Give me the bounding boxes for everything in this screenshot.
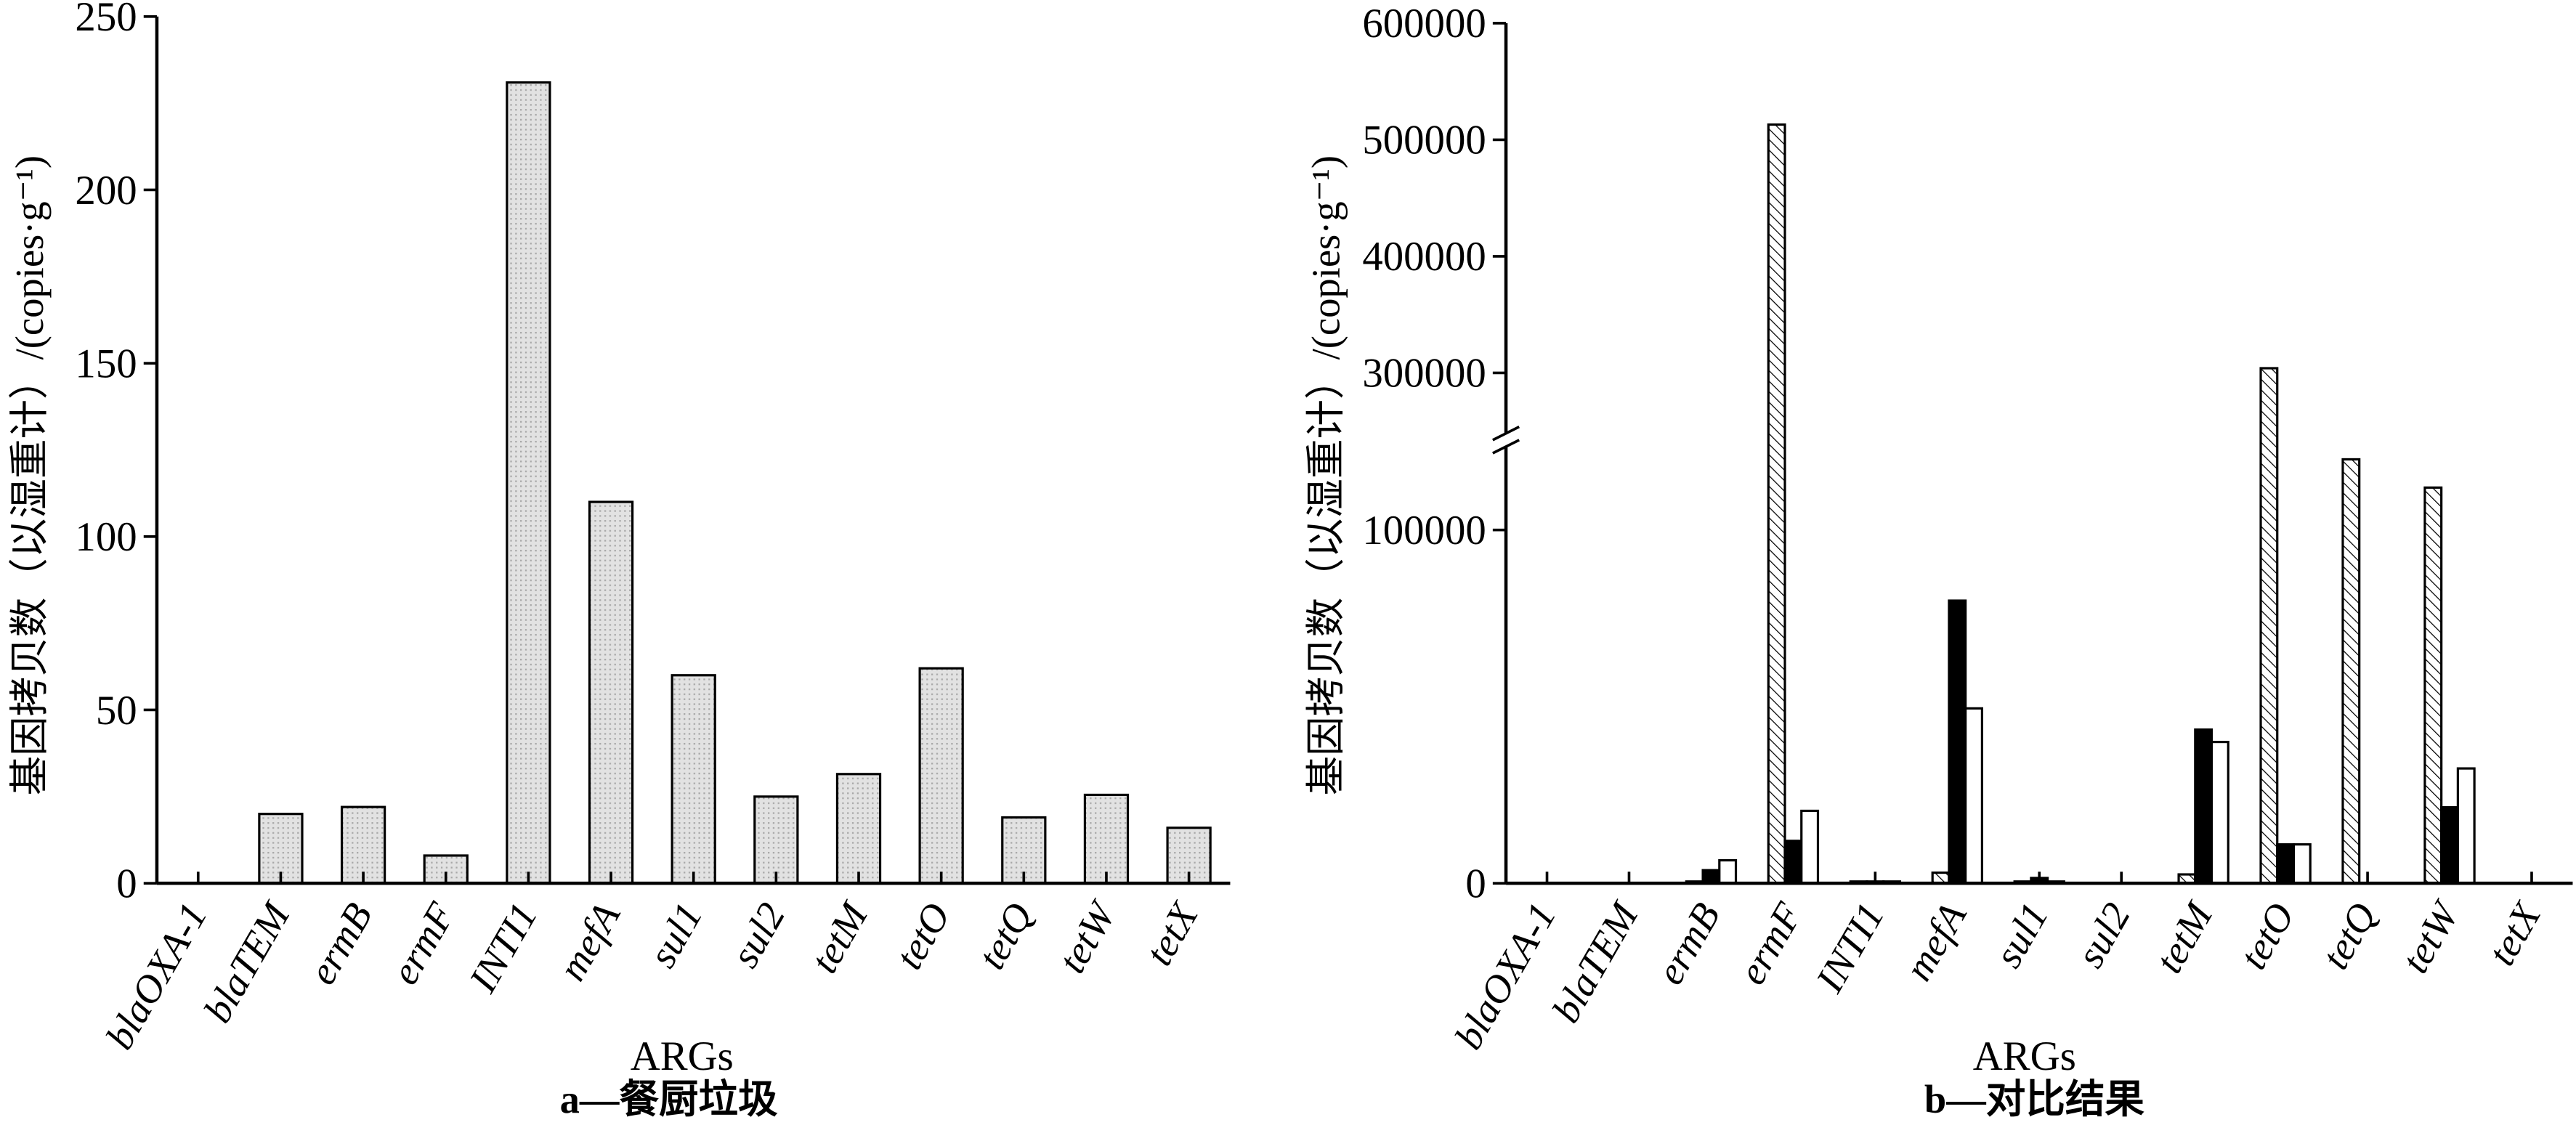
panel-caption: b—对比结果 [1924,1077,2145,1121]
x-tick-label: tetO [886,895,959,977]
x-tick-label: tetW [1049,893,1125,980]
bar-mefA [588,500,634,885]
y-tick-label: 0 [116,861,137,906]
panel-caption: a—餐厨垃圾 [560,1077,778,1121]
bar-ermF-series-3 [1800,809,1820,885]
x-tick-label: INTI1 [1807,895,1892,1000]
y-tick-label: 150 [75,341,137,386]
bar-tetO [918,667,964,885]
bar-mefA-series-2 [1948,599,1967,885]
x-tick-label: sul2 [722,895,793,975]
x-axis-title: ARGs [1973,1033,2076,1079]
bar-tetM-series-2 [2194,728,2214,885]
bar-INTI1 [506,81,551,885]
axis-break-gap [1499,433,1513,447]
chart-a-food-waste: 基因拷贝数（以湿重计）/(copies·g⁻¹) ARGs a—餐厨垃圾 0 50… [7,0,1231,1121]
x-tick-label: mefA [549,895,628,988]
y-tick-label: 50 [96,688,137,734]
bar-tetM [835,773,882,885]
x-tick-label: ermB [1648,895,1729,992]
bar-tetW-series-3 [2456,767,2476,885]
y-tick-label: 250 [75,0,137,40]
y-tick-label: 100 [75,514,137,560]
bar-mefA-series-3 [1964,707,1983,885]
x-tick-label: INTI1 [460,895,546,1000]
x-tick-label: sul1 [1985,895,2057,975]
y-tick-label: 300000 [1362,351,1486,397]
x-tick-label: tetO [2230,895,2303,977]
y-tick-label: 600000 [1362,1,1486,46]
x-tick-label: tetQ [2312,895,2385,977]
x-tick-label: mefA [1895,895,1974,988]
y-axis-title: 基因拷贝数（以湿重计）/(copies·g⁻¹) [1303,155,1348,795]
bar-tetQ-series-1 [2341,458,2361,885]
x-tick-label: blaOXA-1 [97,895,215,1057]
y-tick-label: 400000 [1362,234,1486,280]
x-tick-label: blaOXA-1 [1446,895,1564,1057]
bar-tetO-series-3 [2292,843,2312,885]
y-axis-title: 基因拷贝数（以湿重计）/(copies·g⁻¹) [7,155,52,795]
y-tick-label: 100000 [1362,508,1486,553]
y-tick-label: 200 [75,168,137,214]
x-tick-label: tetQ [969,895,1042,977]
bar-ermB-series-3 [1718,858,1738,885]
bar-tetO-series-1 [2259,367,2279,885]
x-tick-label: tetM [2146,893,2221,980]
x-tick-label: tetM [801,893,877,980]
bar-sul1 [671,674,716,885]
x-tick-label: tetX [2479,893,2550,972]
y-tick-label: 500000 [1362,118,1486,163]
bar-tetW [1083,793,1130,885]
x-tick-label: ermF [382,895,463,991]
x-tick-label: ermF [1730,895,1811,991]
x-tick-label: tetW [2392,893,2468,980]
y-tick-label: 0 [1465,861,1486,906]
bar-ermF-series-1 [1767,123,1786,885]
axis-break-mark [1492,439,1520,455]
bar-tetW-series-1 [2423,486,2443,885]
x-tick-label: sul1 [639,895,710,975]
bar-tetM-series-3 [2210,740,2229,885]
bar-sul2 [753,795,799,885]
x-axis-title: ARGs [631,1033,734,1079]
axis-break-mark [1492,426,1520,442]
x-tick-label: sul2 [2067,895,2139,975]
x-tick-label: tetX [1136,893,1207,972]
x-tick-label: ermB [299,895,381,992]
chart-b-comparison: 基因拷贝数（以湿重计）/(copies·g⁻¹) ARGs b—对比结果 0 10… [1303,1,2573,1121]
